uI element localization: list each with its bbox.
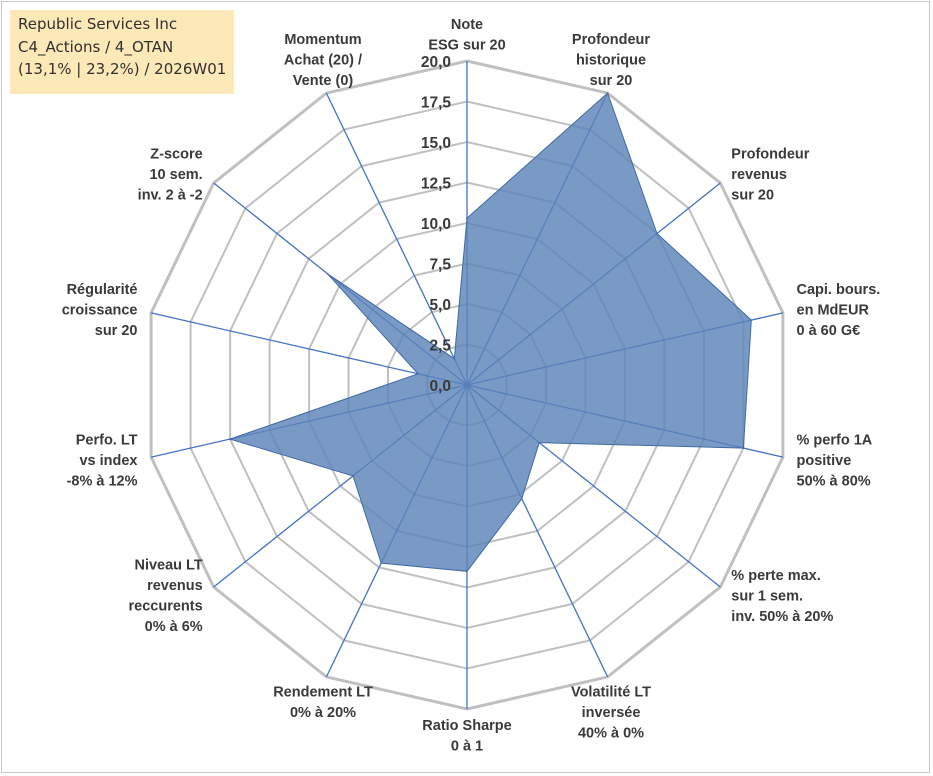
axis-label-line: sur 20 xyxy=(731,188,774,204)
tick-label: 12,5 xyxy=(421,176,452,193)
axis-spoke xyxy=(325,92,468,386)
data-point xyxy=(750,319,753,321)
axis-label-line: 0 à 1 xyxy=(451,739,483,755)
axis-label-line: en MdEUR xyxy=(797,303,870,319)
data-point xyxy=(466,570,468,573)
data-point xyxy=(417,373,419,375)
axis-label: Momentum Achat (20) / Vente (0) xyxy=(284,32,362,89)
axis-label-line: 40% à 0% xyxy=(578,726,644,742)
data-point xyxy=(538,441,540,444)
axis-label-line: Achat (20) / xyxy=(284,53,362,69)
axis-label: Note ESG sur 20 xyxy=(428,17,505,54)
title-stats: (13,1% | 23,2%) / 2026W01 xyxy=(18,60,227,78)
data-point xyxy=(466,217,468,219)
axis-label: Ratio Sharpe 0 à 1 xyxy=(422,718,511,755)
series-area xyxy=(228,92,752,572)
axis-label-line: Volatilité LT xyxy=(571,685,651,701)
axis-label-line: Niveau LT xyxy=(134,558,202,574)
axis-label-line: reccurents xyxy=(129,599,203,615)
axis-label: Niveau LT revenus reccurents 0% à 6% xyxy=(129,558,203,636)
data-point xyxy=(229,438,231,440)
axis-label-line: ESG sur 20 xyxy=(428,38,505,54)
axis-label-line: sur 20 xyxy=(590,73,633,89)
title-category: C4_Actions / 4_OTAN xyxy=(18,37,174,56)
chart-title-box: Republic Services Inc C4_Actions / 4_OTA… xyxy=(10,10,234,94)
axis-label-line: -8% à 12% xyxy=(67,474,138,490)
axis-label-line: 50% à 80% xyxy=(797,474,871,490)
title-company: Republic Services Inc xyxy=(18,15,178,33)
axis-label-line: Rendement LT xyxy=(273,685,373,701)
tick-label: 2,5 xyxy=(429,338,451,355)
axis-label-line: sur 20 xyxy=(95,323,138,339)
tick-label: 20,0 xyxy=(421,54,451,71)
axis-label-line: 0% à 20% xyxy=(290,705,356,721)
axis-label-line: inv. 50% à 20% xyxy=(731,609,833,625)
axis-label: % perfo 1A positive 50% à 80% xyxy=(797,433,873,490)
axis-label: Capi. bours. en MdEUR 0 à 60 G€ xyxy=(797,282,881,339)
axis-label-line: 10 sem. xyxy=(149,167,202,183)
axis-label-line: Profondeur xyxy=(572,32,650,48)
axis-label-line: positive xyxy=(797,453,852,469)
tick-label: 15,0 xyxy=(421,135,451,152)
axis-label-line: % perte max. xyxy=(731,568,820,584)
axis-label-line: vs index xyxy=(79,453,137,469)
axis-label-line: Note xyxy=(451,17,483,33)
axis-label-line: 0 à 60 G€ xyxy=(797,323,861,339)
tick-label: 0,0 xyxy=(429,378,451,395)
axis-label: Rendement LT 0% à 20% xyxy=(273,685,373,722)
axis-label: Perfo. LT vs index -8% à 12% xyxy=(67,433,138,490)
tick-label: 10,0 xyxy=(421,216,451,233)
axis-label-line: revenus xyxy=(147,578,203,594)
axis-label-line: revenus xyxy=(731,167,787,183)
axis-label: Volatilité LT inversée 40% à 0% xyxy=(571,685,651,742)
axis-label: Profondeur historique sur 20 xyxy=(572,32,650,89)
axis-label-line: 0% à 6% xyxy=(145,619,203,635)
data-point xyxy=(521,498,523,500)
data-point xyxy=(606,92,609,94)
data-point xyxy=(326,273,329,275)
axis-label-line: Momentum xyxy=(284,32,361,48)
axis-label: Régularité croissance sur 20 xyxy=(62,282,138,339)
tick-label: 17,5 xyxy=(421,95,452,112)
axis-label-line: croissance xyxy=(62,303,138,319)
axis-label-line: Vente (0) xyxy=(293,73,354,89)
tick-label: 5,0 xyxy=(429,297,451,314)
data-point xyxy=(380,562,383,564)
axis-label-line: Capi. bours. xyxy=(797,282,881,298)
data-point xyxy=(742,447,745,449)
axis-label-line: sur 1 sem. xyxy=(731,589,803,605)
tick-label: 7,5 xyxy=(429,257,451,274)
axis-label-line: Perfo. LT xyxy=(76,433,138,449)
radar-axis-labels: Note ESG sur 20 Profondeur historique sur 20… xyxy=(62,17,881,755)
data-point xyxy=(453,357,456,360)
axis-spoke xyxy=(150,312,468,386)
axis-label: Z-score 10 sem. inv. 2 à -2 xyxy=(138,147,203,204)
axis-label-line: Profondeur xyxy=(731,147,809,163)
data-point xyxy=(656,232,658,235)
axis-label-line: Ratio Sharpe xyxy=(422,718,511,734)
axis-label-line: Régularité xyxy=(67,282,138,298)
axis-label: Profondeur revenus sur 20 xyxy=(731,147,809,204)
radar-series xyxy=(228,92,753,573)
axis-label-line: historique xyxy=(576,53,646,69)
axis-label-line: % perfo 1A xyxy=(797,433,873,449)
axis-label-line: Z-score xyxy=(150,147,202,163)
data-point xyxy=(352,475,354,477)
axis-label-line: inversée xyxy=(582,705,641,721)
axis-label: % perte max. sur 1 sem. inv. 50% à 20% xyxy=(731,568,833,625)
axis-label-line: inv. 2 à -2 xyxy=(138,188,203,204)
radar-tick-labels: 0,0 2,5 5,0 7,5 10,0 12,5 15,0 17,5 20,0 xyxy=(421,54,452,395)
